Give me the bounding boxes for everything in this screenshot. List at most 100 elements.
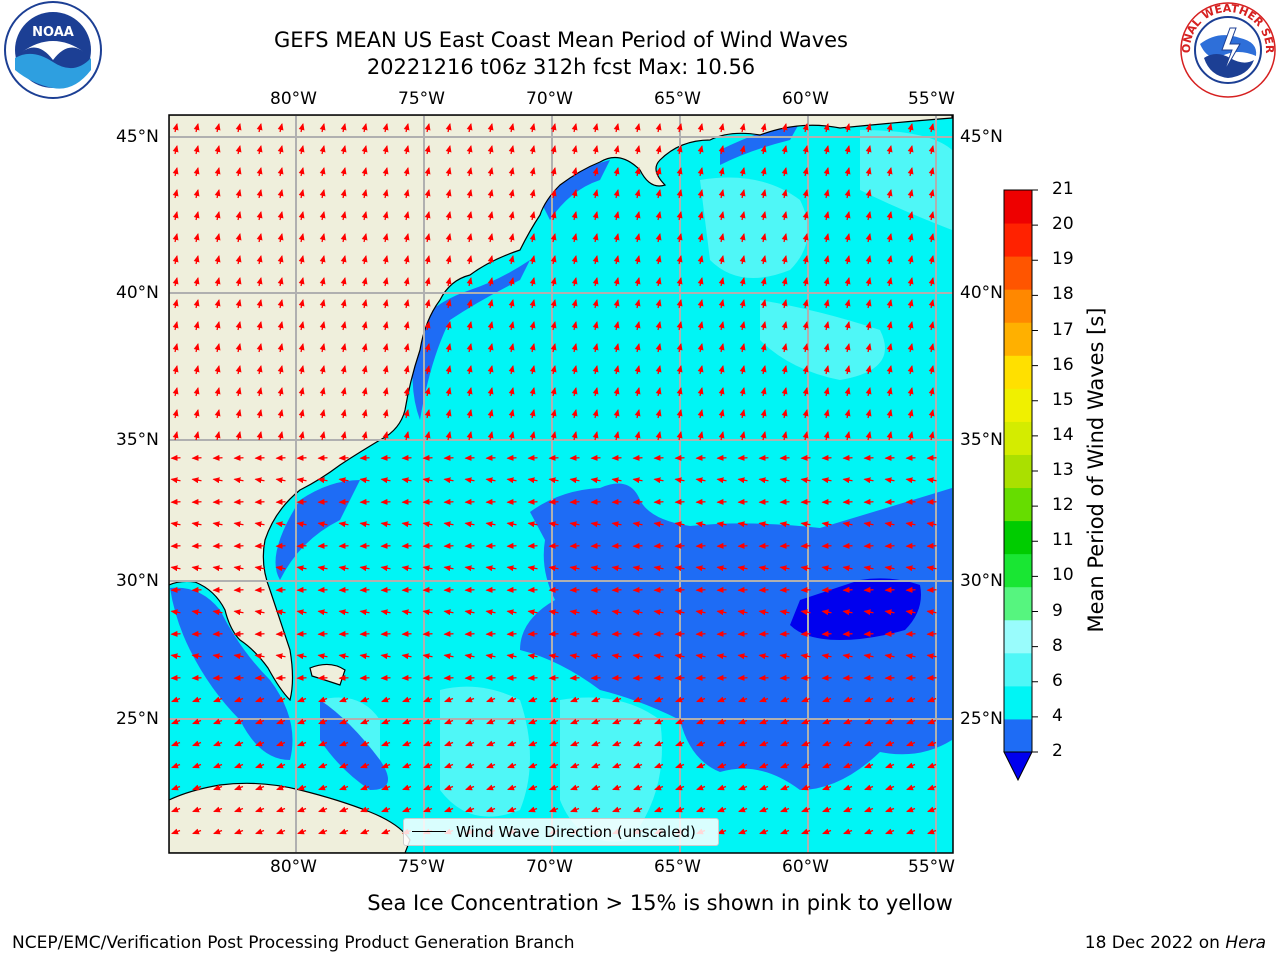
wind-wave-arrow <box>275 653 286 660</box>
wind-wave-arrow <box>298 365 305 375</box>
wind-wave-arrow <box>611 630 622 637</box>
wind-wave-arrow <box>402 806 412 813</box>
wind-wave-arrow <box>528 806 538 813</box>
wind-wave-arrow <box>905 609 916 616</box>
wind-wave-arrow <box>360 784 370 791</box>
wind-wave-arrow <box>464 498 475 505</box>
wind-wave-arrow <box>401 674 412 681</box>
wind-wave-arrow <box>233 498 244 505</box>
wind-wave-arrow <box>382 299 389 309</box>
wind-wave-arrow <box>675 762 685 769</box>
wind-wave-arrow <box>277 365 284 375</box>
wind-wave-arrow <box>634 167 641 177</box>
wind-wave-arrow <box>214 255 221 265</box>
wind-wave-arrow <box>592 387 599 397</box>
wind-wave-arrow <box>319 167 326 177</box>
wind-wave-arrow <box>676 299 683 309</box>
wind-wave-arrow <box>214 365 221 375</box>
wind-wave-arrow <box>277 255 284 265</box>
wind-wave-arrow <box>361 365 368 375</box>
wind-wave-arrow <box>550 277 557 287</box>
wind-wave-arrow <box>716 521 727 528</box>
wind-wave-arrow <box>424 189 431 199</box>
wind-wave-arrow <box>380 674 391 681</box>
colorbar-tick-label: 15 <box>1052 389 1074 410</box>
wind-wave-arrow <box>214 233 221 243</box>
wind-wave-arrow <box>508 145 515 155</box>
wind-wave-arrow <box>466 409 473 419</box>
wind-wave-arrow <box>359 609 370 616</box>
wind-wave-arrow <box>172 409 179 419</box>
wind-wave-arrow <box>823 189 830 199</box>
wind-wave-arrow <box>801 740 811 747</box>
wind-wave-arrow <box>466 365 473 375</box>
wind-wave-arrow <box>213 806 223 813</box>
wind-wave-arrow <box>318 740 328 747</box>
wind-wave-arrow <box>171 762 181 769</box>
wind-wave-arrow <box>422 454 433 461</box>
colorbar-tick-label: 19 <box>1052 249 1074 270</box>
wind-wave-arrow <box>277 167 284 177</box>
wind-wave-arrow <box>212 653 223 660</box>
wind-wave-arrow <box>697 167 704 177</box>
wind-wave-arrow <box>382 123 389 133</box>
wind-wave-arrow <box>905 565 916 572</box>
wind-wave-arrow <box>844 277 851 287</box>
wind-wave-arrow <box>214 189 221 199</box>
wind-wave-arrow <box>632 542 643 549</box>
wind-wave-arrow <box>170 521 181 528</box>
wind-wave-arrow <box>212 454 223 461</box>
wind-wave-arrow <box>443 609 454 616</box>
wind-wave-arrow <box>193 409 200 419</box>
wind-wave-arrow <box>591 784 601 791</box>
wind-wave-arrow <box>255 828 265 835</box>
wind-wave-arrow <box>759 828 769 835</box>
wind-wave-arrow <box>907 343 914 353</box>
wind-wave-arrow <box>549 740 559 747</box>
wind-wave-arrow <box>821 521 832 528</box>
wind-wave-arrow <box>569 609 580 616</box>
wind-wave-arrow <box>235 321 242 331</box>
wind-wave-arrow <box>823 277 830 287</box>
wind-wave-arrow <box>298 211 305 221</box>
wind-wave-arrow <box>401 653 412 660</box>
wind-wave-arrow <box>275 498 286 505</box>
wind-wave-arrow <box>548 653 559 660</box>
wind-wave-arrow <box>928 145 935 155</box>
lat-label-right: 30°N <box>960 571 1003 591</box>
wind-wave-arrow <box>529 299 536 309</box>
wind-wave-arrow <box>298 387 305 397</box>
wind-wave-arrow <box>424 145 431 155</box>
wind-wave-arrow <box>193 167 200 177</box>
wind-wave-arrow <box>927 740 937 747</box>
wind-wave-arrow <box>779 565 790 572</box>
wind-wave-arrow <box>885 696 895 703</box>
wind-wave-arrow <box>611 477 622 484</box>
wind-wave-arrow <box>886 145 893 155</box>
wind-wave-arrow <box>340 321 347 331</box>
wind-wave-arrow <box>317 609 328 616</box>
wind-wave-arrow <box>737 565 748 572</box>
wind-wave-arrow <box>634 255 641 265</box>
wind-wave-arrow <box>424 211 431 221</box>
wind-wave-arrow <box>843 784 853 791</box>
wind-wave-arrow <box>571 123 578 133</box>
wind-wave-arrow <box>863 674 874 681</box>
wind-wave-arrow <box>717 762 727 769</box>
wind-wave-arrow <box>255 762 265 769</box>
wind-wave-arrow <box>254 565 265 572</box>
wind-wave-arrow <box>884 674 895 681</box>
wind-wave-arrow <box>571 255 578 265</box>
wind-wave-arrow <box>360 718 370 725</box>
wind-wave-arrow <box>424 387 431 397</box>
wind-wave-arrow <box>276 718 286 725</box>
lon-label-bottom: 65°W <box>654 857 701 877</box>
noaa-logo: NOAA <box>4 1 102 99</box>
wind-wave-arrow <box>214 211 221 221</box>
wind-wave-arrow <box>569 586 580 593</box>
wind-wave-arrow <box>655 233 662 243</box>
wind-wave-arrow <box>529 365 536 375</box>
wind-wave-arrow <box>277 123 284 133</box>
wind-wave-arrow <box>821 498 832 505</box>
wind-wave-arrow <box>193 145 200 155</box>
